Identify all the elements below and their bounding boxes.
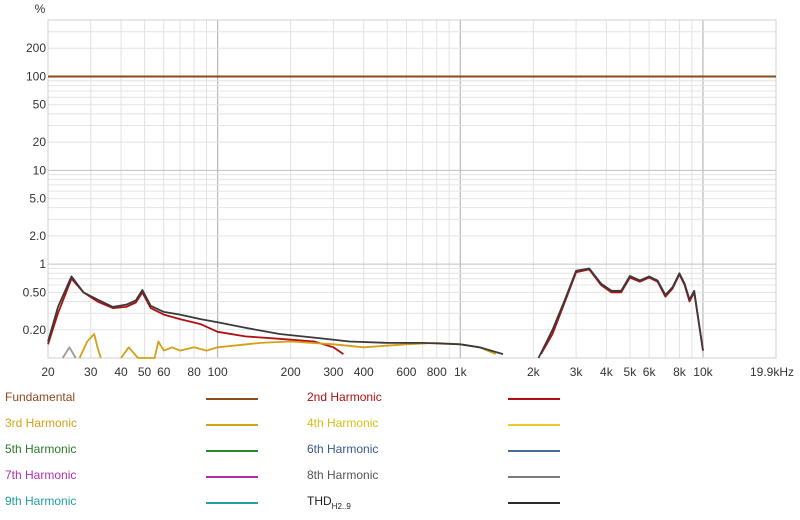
y-tick-label: 0.20 (23, 323, 47, 337)
series-thd (47, 275, 504, 355)
x-tick-label: 50 (138, 365, 152, 379)
y-tick-label: 50 (33, 98, 47, 112)
x-tick-label: 19.9kHz (750, 365, 794, 379)
legend-swatch (508, 502, 560, 504)
y-axis-label: % (35, 2, 46, 16)
x-tick-label: 30 (84, 365, 98, 379)
legend-swatch (508, 398, 560, 400)
legend-swatch (206, 502, 258, 504)
y-tick-label: 100 (26, 69, 46, 83)
y-tick-label: 0.50 (23, 285, 47, 299)
legend-label: 5th Harmonic (5, 442, 77, 456)
x-tick-label: 40 (114, 365, 128, 379)
legend-swatch (206, 476, 258, 478)
y-tick-label: 2.0 (29, 229, 46, 243)
distortion-chart: 200 100 50 20 10 5.0 2.0 1 0.50 0.20% 20 30 40 50 60 80… (23, 2, 794, 379)
series-thd (537, 267, 704, 359)
legend-swatch (206, 424, 258, 426)
x-tick-label: 100 (208, 365, 228, 379)
series-2nd-harmonic (540, 268, 704, 355)
x-tick-label: 400 (354, 365, 374, 379)
legend-label: 6th Harmonic (307, 442, 379, 456)
y-tick-label: 1 (39, 257, 46, 271)
x-tick-label: 200 (281, 365, 301, 379)
x-tick-label: 4k (600, 365, 614, 379)
legend-label: Fundamental (5, 390, 76, 404)
y-tick-label: 20 (33, 135, 47, 149)
legend-label: THDH2..9 (307, 494, 351, 511)
x-tick-label: 1k (454, 365, 468, 379)
x-tick-label: 5k (624, 365, 638, 379)
legend-swatch (508, 450, 560, 452)
series-3rd-harmonic (78, 333, 102, 359)
legend-swatch (206, 398, 258, 400)
legend-label: 9th Harmonic (5, 494, 77, 508)
legend-label: 7th Harmonic (5, 468, 77, 482)
x-tick-label: 8k (673, 365, 687, 379)
y-tick-label: 200 (26, 41, 46, 55)
x-tick-label: 3k (570, 365, 584, 379)
x-tick-label: 10k (693, 365, 713, 379)
x-tick-label: 800 (427, 365, 447, 379)
series-8th-harmonic (61, 346, 77, 359)
x-tick-label: 2k (527, 365, 541, 379)
x-tick-label: 600 (396, 365, 416, 379)
legend-label: 4th Harmonic (307, 416, 379, 430)
plot-area (47, 19, 777, 359)
x-tick-label: 80 (187, 365, 201, 379)
x-tick-label: 6k (643, 365, 657, 379)
legend-swatch (206, 450, 258, 452)
x-tick-label: 60 (157, 365, 171, 379)
legend-swatch (508, 476, 560, 478)
y-tick-label: 10 (33, 163, 47, 177)
legend-label: 2nd Harmonic (307, 390, 382, 404)
x-tick-label: 300 (323, 365, 343, 379)
legend-label: 3rd Harmonic (5, 416, 78, 430)
legend-label: 8th Harmonic (307, 468, 379, 482)
y-tick-label: 5.0 (29, 192, 46, 206)
legend-swatch (508, 424, 560, 426)
x-tick-label: 20 (41, 365, 55, 379)
